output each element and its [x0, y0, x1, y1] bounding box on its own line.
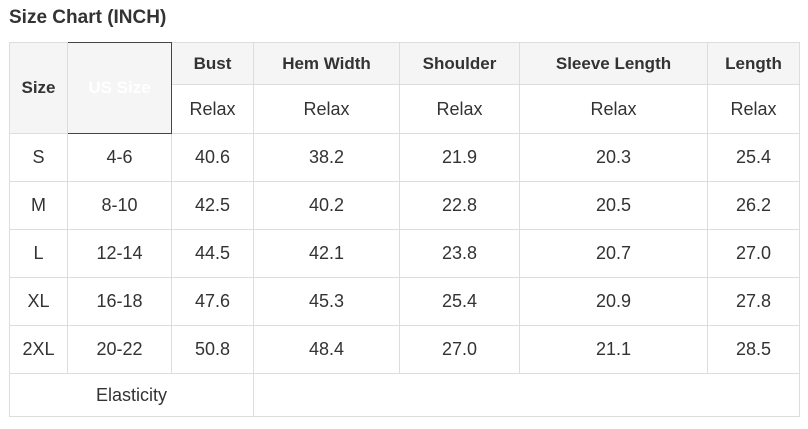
fit-cell-sleeve-length: Relax — [519, 84, 708, 134]
measure-cell: 26.2 — [707, 181, 800, 230]
elasticity-value-cell — [253, 373, 800, 417]
size-cell: XL — [9, 277, 68, 326]
size-cell: L — [9, 229, 68, 278]
measure-cell: 38.2 — [253, 133, 400, 182]
us-size-cell: 12-14 — [67, 229, 172, 278]
size-cell: M — [9, 181, 68, 230]
measure-header-row: Size US Size Bust Hem Width Shoulder Sle… — [9, 42, 800, 134]
elasticity-row: Elasticity — [9, 373, 800, 417]
table-row: XL 16-18 47.6 45.3 25.4 20.9 27.8 — [9, 277, 800, 326]
measure-cell: 27.0 — [399, 325, 520, 374]
table-row: 2XL 20-22 50.8 48.4 27.0 21.1 28.5 — [9, 325, 800, 374]
measure-cell: 40.6 — [171, 133, 254, 182]
col-header-size: Size — [9, 42, 68, 134]
measure-cell: 20.5 — [519, 181, 708, 230]
col-header-hem-width: Hem Width — [253, 42, 400, 85]
col-header-length: Length — [707, 42, 800, 85]
fit-cell-length: Relax — [707, 84, 800, 134]
measure-cell: 48.4 — [253, 325, 400, 374]
size-cell: S — [9, 133, 68, 182]
table-row: S 4-6 40.6 38.2 21.9 20.3 25.4 — [9, 133, 800, 182]
fit-row: Relax Relax Relax Relax Relax — [10, 84, 800, 134]
measure-cell: 40.2 — [253, 181, 400, 230]
measure-cell: 22.8 — [399, 181, 520, 230]
measure-cell: 28.5 — [707, 325, 800, 374]
measure-cell: 42.1 — [253, 229, 400, 278]
size-chart-section: Size Chart (INCH) Size US Size Bust Hem … — [9, 7, 800, 417]
measure-cell: 44.5 — [171, 229, 254, 278]
table-row: M 8-10 42.5 40.2 22.8 20.5 26.2 — [9, 181, 800, 230]
size-cell: 2XL — [9, 325, 68, 374]
col-header-shoulder: Shoulder — [399, 42, 520, 85]
table-row: L 12-14 44.5 42.1 23.8 20.7 27.0 — [9, 229, 800, 278]
fit-cell-shoulder: Relax — [399, 84, 520, 134]
measure-cell: 20.9 — [519, 277, 708, 326]
fit-cell-bust: Relax — [171, 84, 254, 134]
measure-cell: 25.4 — [707, 133, 800, 182]
us-size-cell: 4-6 — [67, 133, 172, 182]
page-title: Size Chart (INCH) — [9, 7, 167, 28]
us-size-cell: 20-22 — [67, 325, 172, 374]
measure-cell: 27.0 — [707, 229, 800, 278]
size-chart-table: Size US Size Bust Hem Width Shoulder Sle… — [9, 42, 800, 417]
measure-cell: 21.9 — [399, 133, 520, 182]
col-header-sleeve-length: Sleeve Length — [519, 42, 708, 85]
col-header-us-size: US Size — [67, 42, 172, 134]
measure-cell: 20.3 — [519, 133, 708, 182]
measure-cell: 50.8 — [171, 325, 254, 374]
measure-cell: 20.7 — [519, 229, 708, 278]
us-size-cell: 8-10 — [67, 181, 172, 230]
measure-cell: 47.6 — [171, 277, 254, 326]
elasticity-label: Elasticity — [9, 373, 254, 417]
us-size-cell: 16-18 — [67, 277, 172, 326]
measure-cell: 45.3 — [253, 277, 400, 326]
measure-cell: 23.8 — [399, 229, 520, 278]
col-header-bust: Bust — [171, 42, 254, 85]
size-rows-body: S 4-6 40.6 38.2 21.9 20.3 25.4 M 8-10 42.5 40.2 22.… — [9, 133, 800, 374]
measure-cell: 21.1 — [519, 325, 708, 374]
measure-cell: 27.8 — [707, 277, 800, 326]
fit-cell-hem-width: Relax — [253, 84, 400, 134]
measure-cell: 25.4 — [399, 277, 520, 326]
measure-cell: 42.5 — [171, 181, 254, 230]
